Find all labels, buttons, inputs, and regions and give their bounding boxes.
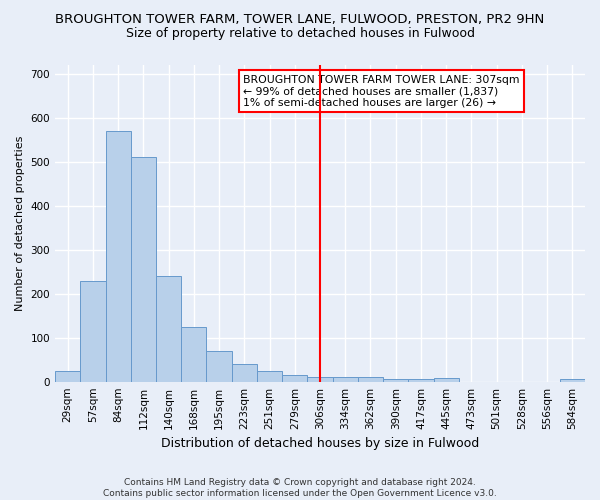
- Bar: [282, 375, 307, 382]
- Bar: [181, 326, 206, 382]
- Bar: [131, 158, 156, 382]
- Bar: [358, 378, 383, 382]
- Bar: [232, 364, 257, 382]
- Bar: [434, 378, 459, 382]
- Bar: [560, 380, 585, 382]
- Bar: [55, 370, 80, 382]
- Bar: [206, 351, 232, 382]
- Bar: [307, 378, 332, 382]
- X-axis label: Distribution of detached houses by size in Fulwood: Distribution of detached houses by size …: [161, 437, 479, 450]
- Text: Contains HM Land Registry data © Crown copyright and database right 2024.
Contai: Contains HM Land Registry data © Crown c…: [103, 478, 497, 498]
- Bar: [80, 280, 106, 382]
- Bar: [332, 378, 358, 382]
- Text: Size of property relative to detached houses in Fulwood: Size of property relative to detached ho…: [125, 28, 475, 40]
- Text: BROUGHTON TOWER FARM, TOWER LANE, FULWOOD, PRESTON, PR2 9HN: BROUGHTON TOWER FARM, TOWER LANE, FULWOO…: [55, 12, 545, 26]
- Bar: [383, 380, 409, 382]
- Text: BROUGHTON TOWER FARM TOWER LANE: 307sqm
← 99% of detached houses are smaller (1,: BROUGHTON TOWER FARM TOWER LANE: 307sqm …: [243, 74, 520, 108]
- Y-axis label: Number of detached properties: Number of detached properties: [15, 136, 25, 311]
- Bar: [156, 276, 181, 382]
- Bar: [257, 370, 282, 382]
- Bar: [106, 131, 131, 382]
- Bar: [409, 380, 434, 382]
